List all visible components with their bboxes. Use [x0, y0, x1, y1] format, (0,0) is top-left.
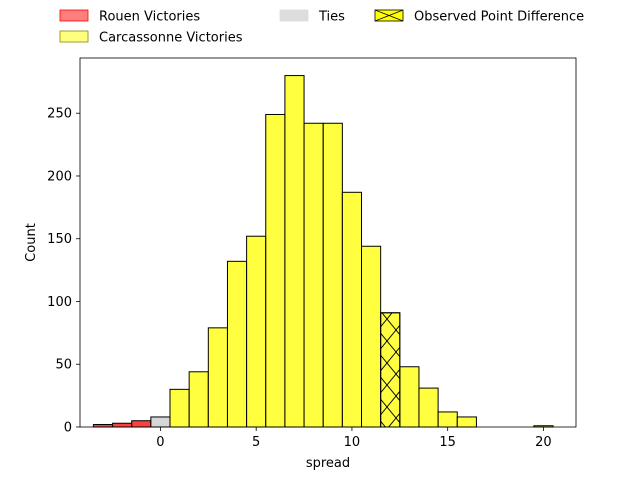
y-tick-label: 0	[64, 421, 72, 436]
bar-rouen-victories-1	[112, 422, 133, 428]
x-tick-label: 5	[252, 435, 260, 450]
bar-carcassonne-victories-14	[456, 416, 477, 428]
legend-label: Ties	[318, 10, 345, 25]
plot-area-frame	[79, 57, 577, 428]
x-tick-label: 0	[156, 435, 164, 450]
y-tick-label: 250	[47, 107, 72, 122]
bar-carcassonne-victories-10	[361, 245, 382, 428]
bar-carcassonne-victories-13	[437, 411, 458, 428]
bar-carcassonne-victories-5	[265, 113, 286, 428]
bar-carcassonne-victories-11	[399, 366, 420, 428]
bar-ties-0	[150, 416, 171, 428]
y-axis-label: Count	[24, 223, 39, 262]
histogram-bars	[92, 75, 554, 428]
legend-swatch	[279, 9, 309, 22]
x-axis-label: spread	[306, 456, 350, 471]
x-tick-label: 20	[535, 435, 552, 450]
bar-carcassonne-victories-2	[207, 327, 228, 428]
bar-carcassonne-victories-4	[246, 235, 267, 428]
chart-legend: Rouen Victories Carcassonne Victories Ties…	[59, 9, 584, 46]
bar-carcassonne-victories-6	[284, 75, 305, 428]
legend-swatch	[59, 9, 89, 22]
x-axis: 0 5 10 15 20	[156, 427, 552, 450]
bar-rouen-victories-2	[131, 420, 152, 428]
y-tick-label: 50	[55, 358, 72, 373]
bar-carcassonne-victories-7	[303, 122, 324, 428]
legend-label: Rouen Victories	[99, 10, 200, 25]
bar-hatch-overlay	[380, 312, 401, 428]
bar-carcassonne-victories-9	[341, 191, 363, 428]
legend-swatch	[59, 30, 89, 43]
legend-label: Carcassonne Victories	[99, 31, 243, 46]
x-tick-label: 10	[344, 435, 361, 450]
bar-carcassonne-victories-0	[169, 388, 190, 428]
y-tick-label: 100	[47, 295, 72, 310]
bar-carcassonne-victories-12	[418, 387, 439, 428]
bar-carcassonne-victories-1	[188, 371, 209, 428]
y-axis: 0 50 100 150 200 250	[47, 107, 80, 436]
bar-carcassonne-victories-3	[226, 260, 248, 428]
bar-carcassonne-victories-8	[322, 122, 343, 428]
x-tick-label: 15	[439, 435, 456, 450]
y-tick-label: 200	[47, 169, 72, 184]
y-tick-label: 150	[47, 232, 72, 247]
legend-label: Observed Point Difference	[414, 10, 584, 25]
legend-hatch	[374, 9, 404, 22]
